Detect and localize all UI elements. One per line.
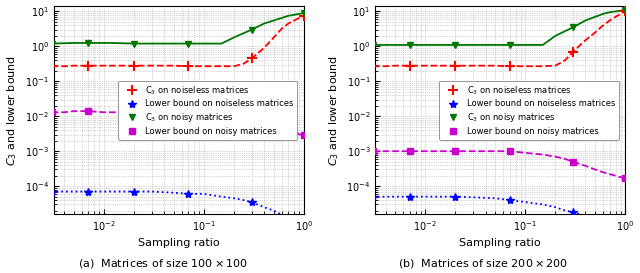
Lower bound on noisy matrices: [621, 176, 629, 180]
C$_3$ on noisy matrices: [48, 42, 56, 45]
Legend: C$_3$ on noiseless matrices, Lower bound on noiseless matrices, C$_3$ on noisy m: C$_3$ on noiseless matrices, Lower bound…: [440, 81, 619, 140]
C$_3$ on noiseless matrices: [300, 14, 308, 17]
Lower bound on noisy matrices: [48, 111, 56, 114]
Lower bound on noisy matrices: [130, 111, 138, 114]
C$_3$ on noisy matrices: [506, 43, 514, 46]
Lower bound on noiseless matrices: [569, 210, 577, 214]
Lower bound on noisy matrices: [452, 150, 460, 153]
C$_3$ on noiseless matrices: [506, 65, 514, 68]
Lower bound on noiseless matrices: [84, 190, 92, 193]
C$_3$ on noisy matrices: [406, 43, 413, 46]
Line: Lower bound on noiseless matrices: Lower bound on noiseless matrices: [369, 192, 629, 250]
C$_3$ on noiseless matrices: [452, 64, 460, 67]
C$_3$ on noisy matrices: [452, 43, 460, 46]
Lower bound on noisy matrices: [569, 160, 577, 163]
C$_3$ on noiseless matrices: [569, 50, 577, 54]
Lower bound on noiseless matrices: [48, 190, 56, 193]
Lower bound on noiseless matrices: [506, 198, 514, 202]
Line: C$_3$ on noiseless matrices: C$_3$ on noiseless matrices: [368, 7, 630, 71]
Y-axis label: $C_3$ and lower bound: $C_3$ and lower bound: [327, 55, 340, 166]
C$_3$ on noisy matrices: [130, 42, 138, 45]
C$_3$ on noiseless matrices: [621, 10, 629, 13]
Lower bound on noisy matrices: [506, 150, 514, 153]
C$_3$ on noiseless matrices: [248, 57, 255, 60]
Lower bound on noiseless matrices: [300, 233, 308, 237]
Line: Lower bound on noisy matrices: Lower bound on noisy matrices: [371, 149, 628, 181]
Line: C$_3$ on noiseless matrices: C$_3$ on noiseless matrices: [47, 11, 308, 71]
Line: C$_3$ on noisy matrices: C$_3$ on noisy matrices: [370, 7, 628, 48]
C$_3$ on noiseless matrices: [84, 64, 92, 67]
Legend: C$_3$ on noiseless matrices, Lower bound on noiseless matrices, C$_3$ on noisy m: C$_3$ on noiseless matrices, Lower bound…: [118, 81, 297, 140]
C$_3$ on noisy matrices: [84, 41, 92, 44]
Lower bound on noisy matrices: [300, 133, 308, 136]
Lower bound on noiseless matrices: [369, 195, 377, 198]
C$_3$ on noisy matrices: [569, 26, 577, 29]
Line: Lower bound on noisy matrices: Lower bound on noisy matrices: [49, 108, 307, 137]
Y-axis label: $C_3$ and lower bound: $C_3$ and lower bound: [6, 55, 19, 166]
Lower bound on noiseless matrices: [452, 195, 460, 198]
C$_3$ on noisy matrices: [300, 11, 308, 15]
X-axis label: Sampling ratio: Sampling ratio: [460, 238, 541, 248]
C$_3$ on noisy matrices: [621, 8, 629, 11]
C$_3$ on noisy matrices: [184, 42, 192, 45]
C$_3$ on noiseless matrices: [406, 64, 413, 67]
C$_3$ on noiseless matrices: [369, 65, 377, 68]
Line: C$_3$ on noisy matrices: C$_3$ on noisy matrices: [49, 10, 307, 47]
Lower bound on noisy matrices: [248, 116, 255, 120]
Lower bound on noiseless matrices: [184, 192, 192, 195]
Lower bound on noiseless matrices: [621, 244, 629, 247]
Lower bound on noiseless matrices: [248, 200, 255, 204]
Lower bound on noisy matrices: [369, 150, 377, 153]
Lower bound on noiseless matrices: [406, 195, 413, 198]
C$_3$ on noisy matrices: [369, 43, 377, 46]
Lower bound on noiseless matrices: [130, 190, 138, 193]
C$_3$ on noiseless matrices: [184, 65, 192, 68]
Lower bound on noisy matrices: [406, 150, 413, 153]
Lower bound on noisy matrices: [184, 111, 192, 114]
Line: Lower bound on noiseless matrices: Lower bound on noiseless matrices: [47, 187, 308, 239]
Text: (b)  Matrices of size $200\times200$: (b) Matrices of size $200\times200$: [398, 257, 568, 270]
C$_3$ on noisy matrices: [248, 28, 255, 31]
C$_3$ on noiseless matrices: [48, 65, 56, 68]
Lower bound on noisy matrices: [84, 109, 92, 113]
Text: (a)  Matrices of size $100\times100$: (a) Matrices of size $100\times100$: [78, 257, 248, 270]
C$_3$ on noiseless matrices: [130, 64, 138, 67]
X-axis label: Sampling ratio: Sampling ratio: [138, 238, 220, 248]
